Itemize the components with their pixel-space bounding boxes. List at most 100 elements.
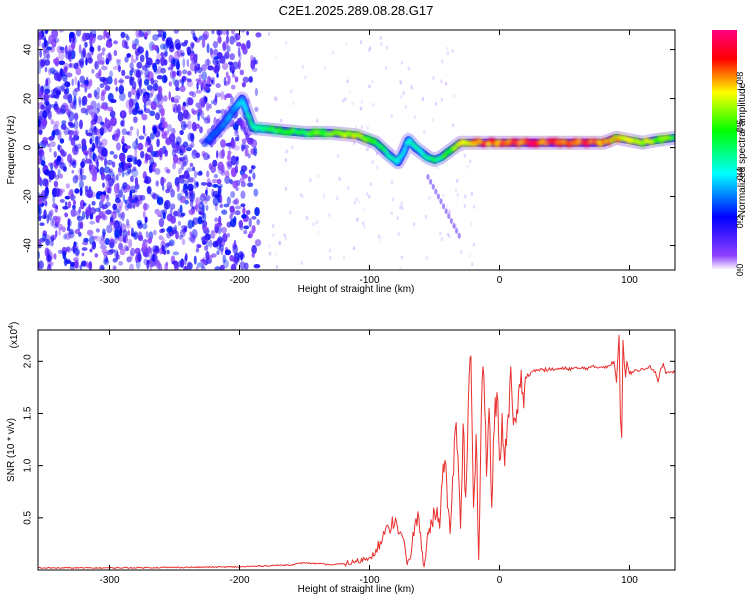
noise-speck	[71, 78, 75, 87]
noise-speck	[446, 51, 450, 56]
noise-speck	[115, 86, 119, 92]
noise-speck	[112, 65, 120, 71]
noise-speck	[91, 142, 96, 152]
noise-speck	[453, 94, 456, 99]
noise-speck	[38, 110, 44, 121]
noise-speck	[54, 128, 60, 136]
noise-speck	[179, 79, 182, 83]
noise-speck	[366, 126, 369, 130]
noise-speck	[237, 46, 241, 57]
noise-speck	[252, 172, 256, 180]
snr-ytick-label: 2.0	[23, 354, 34, 368]
noise-speck	[152, 252, 156, 263]
noise-speck	[204, 194, 211, 202]
noise-speck	[125, 246, 130, 252]
noise-speck	[46, 249, 52, 256]
noise-speck	[160, 107, 165, 117]
noise-speck	[113, 40, 119, 45]
noise-speck	[368, 195, 371, 199]
noise-speck	[390, 114, 393, 118]
noise-speck	[219, 264, 225, 270]
noise-speck	[46, 53, 51, 60]
noise-speck	[182, 141, 189, 149]
noise-speck	[434, 102, 437, 106]
noise-speck	[96, 102, 101, 112]
noise-speck	[184, 112, 191, 120]
noise-speck	[202, 152, 210, 161]
noise-speck	[428, 195, 431, 200]
noise-speck	[113, 154, 118, 159]
noise-speck	[399, 95, 403, 99]
noise-speck	[59, 198, 65, 203]
noise-speck	[212, 196, 219, 207]
noise-speck	[206, 182, 213, 188]
snr-y-multiplier: (x104)	[8, 322, 20, 349]
noise-speck	[189, 231, 193, 237]
noise-speck	[110, 214, 114, 223]
noise-speck	[38, 211, 42, 215]
noise-speck	[53, 151, 57, 158]
noise-speck	[152, 83, 159, 92]
noise-speck	[354, 125, 358, 129]
noise-speck	[157, 94, 164, 105]
noise-speck	[157, 65, 162, 75]
noise-speck	[99, 239, 106, 246]
track-blob	[246, 114, 252, 121]
noise-speck	[244, 148, 248, 157]
noise-speck	[186, 58, 190, 68]
colorbar-tick-label: 0.0	[735, 264, 745, 277]
noise-speck	[104, 157, 108, 167]
noise-speck	[473, 205, 476, 209]
noise-speck	[229, 178, 233, 185]
noise-speck	[144, 216, 148, 224]
noise-speck	[108, 177, 114, 187]
noise-speck	[155, 94, 161, 99]
noise-speck	[85, 57, 88, 66]
noise-speck	[58, 249, 63, 254]
noise-speck	[218, 36, 222, 44]
noise-speck	[176, 48, 183, 57]
noise-speck	[406, 130, 409, 135]
noise-speck	[195, 203, 199, 212]
noise-speck	[54, 107, 59, 113]
noise-speck	[227, 150, 232, 156]
noise-speck	[214, 64, 220, 74]
noise-speck	[95, 192, 101, 200]
noise-speck	[221, 30, 228, 35]
noise-speck	[196, 262, 203, 268]
noise-speck	[144, 159, 149, 164]
noise-speck	[101, 47, 106, 53]
track-blob	[239, 97, 246, 104]
noise-speck	[213, 56, 220, 60]
noise-speck	[157, 91, 163, 102]
noise-speck	[220, 139, 226, 148]
noise-speck	[44, 59, 51, 66]
noise-speck	[169, 207, 173, 217]
noise-speck	[172, 251, 180, 256]
noise-speck	[153, 68, 159, 75]
noise-speck	[290, 89, 293, 94]
noise-speck	[110, 238, 116, 248]
noise-speck	[250, 59, 256, 70]
noise-speck	[76, 215, 84, 222]
noise-speck	[78, 180, 84, 189]
noise-speck	[240, 181, 246, 188]
noise-speck	[43, 94, 46, 103]
noise-speck	[39, 48, 42, 59]
noise-speck	[142, 239, 149, 243]
noise-speck	[360, 40, 363, 44]
noise-speck	[284, 236, 287, 241]
noise-speck	[86, 229, 94, 236]
noise-speck	[80, 174, 87, 181]
noise-speck	[217, 164, 224, 175]
noise-speck	[226, 196, 232, 205]
noise-speck	[124, 199, 128, 205]
noise-speck	[128, 238, 133, 248]
noise-speck	[108, 239, 115, 249]
noise-speck	[59, 138, 65, 144]
noise-speck	[81, 252, 85, 257]
noise-speck	[100, 191, 106, 196]
noise-speck	[48, 136, 55, 141]
noise-speck	[50, 89, 57, 93]
noise-speck	[440, 237, 444, 241]
